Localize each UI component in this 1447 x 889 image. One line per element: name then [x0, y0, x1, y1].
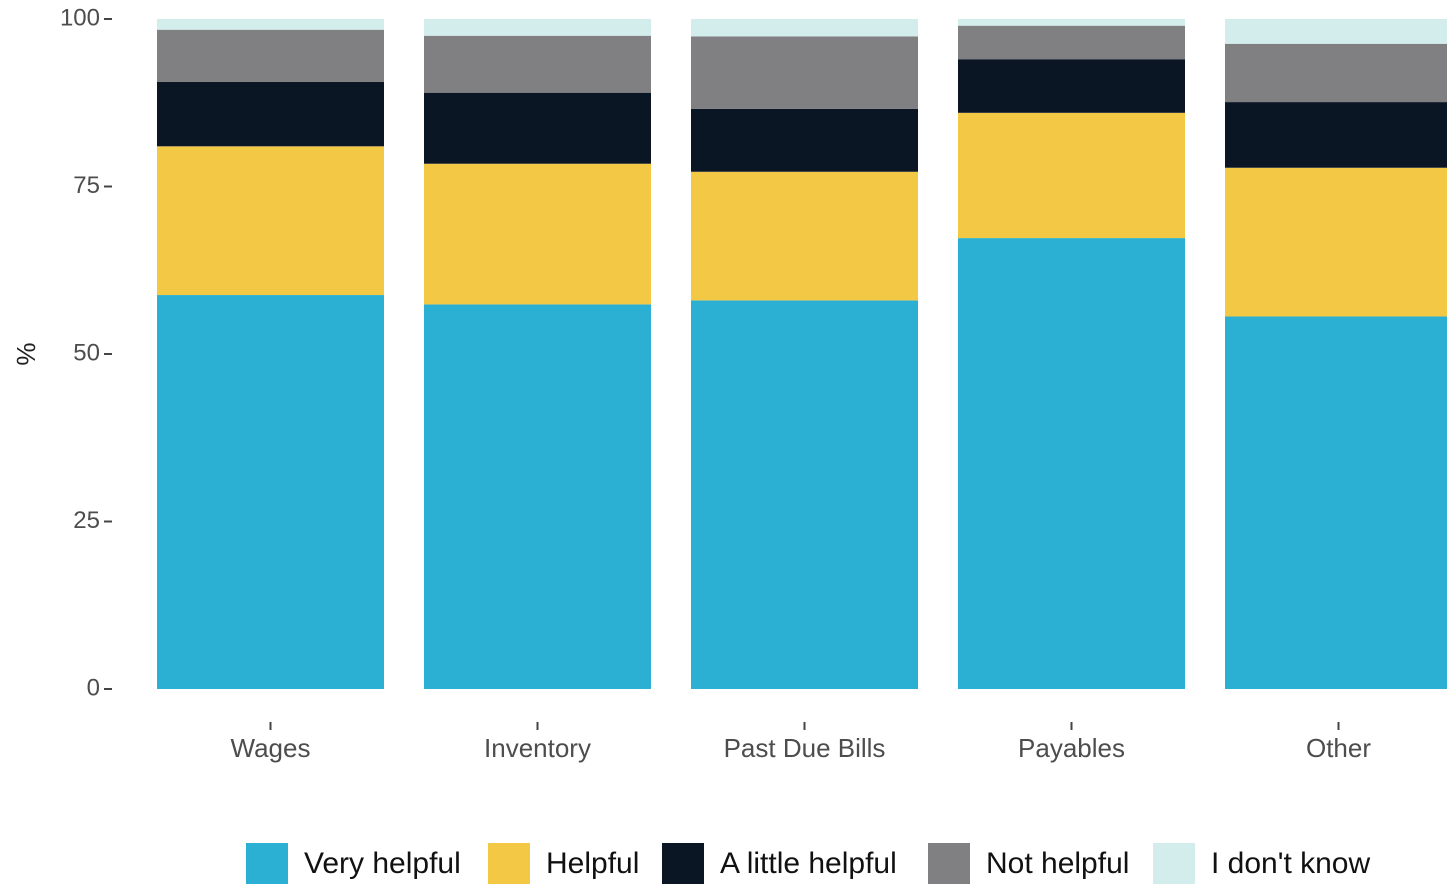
legend-swatch [662, 843, 704, 885]
legend-swatch [246, 843, 288, 885]
x-axis: Wages Inventory Past Due Bills Payables Othe… [231, 722, 1371, 763]
bar-stack-inventory [424, 19, 651, 689]
bar-segment-very-helpful [424, 304, 651, 689]
y-axis-title: % [11, 342, 41, 365]
bar-segment-i-don-t-know [1225, 19, 1447, 44]
bar-segment-i-don-t-know [424, 19, 651, 36]
bar-segment-very-helpful [157, 295, 384, 689]
bar-segment-helpful [691, 171, 918, 301]
legend-item: A little helpful [662, 843, 897, 885]
legend-item: Not helpful [928, 843, 1129, 885]
bar-segment-not-helpful [691, 36, 918, 109]
x-tick-label: Payables [1018, 733, 1125, 763]
bar-segment-not-helpful [157, 29, 384, 82]
bar-segment-not-helpful [1225, 43, 1447, 103]
x-tick-label: Inventory [484, 733, 591, 763]
legend-label: Not helpful [986, 847, 1129, 880]
bar-segment-a-little-helpful [157, 81, 384, 147]
legend-swatch [1153, 843, 1195, 885]
bar-segment-i-don-t-know [157, 19, 384, 30]
bar-segment-helpful [157, 146, 384, 296]
legend-item: Very helpful [246, 843, 461, 885]
legend-swatch [928, 843, 970, 885]
legend-label: Helpful [546, 847, 639, 880]
legend: Very helpful Helpful A little helpful Not h… [246, 843, 1370, 885]
bar-segment-a-little-helpful [958, 59, 1185, 113]
legend-swatch [488, 843, 530, 885]
bar-stack-other [1225, 19, 1447, 689]
bar-segment-not-helpful [958, 25, 1185, 60]
bar-segment-a-little-helpful [1225, 102, 1447, 168]
bar-segment-helpful [424, 163, 651, 305]
bar-stack-past-due-bills [691, 19, 918, 689]
x-tick-label: Other [1306, 733, 1371, 763]
bar-segment-helpful [1225, 167, 1447, 317]
bar-segment-very-helpful [1225, 316, 1447, 689]
y-tick-label: 50 [73, 339, 100, 366]
bar-segment-a-little-helpful [424, 92, 651, 164]
bar-segment-i-don-t-know [958, 19, 1185, 26]
y-axis: 0 25 50 75 100 [60, 4, 112, 701]
legend-item: I don't know [1153, 843, 1370, 885]
bar-segment-very-helpful [691, 300, 918, 689]
y-tick-label: 0 [87, 674, 100, 701]
bars [157, 19, 1447, 689]
bar-stack-payables [958, 19, 1185, 689]
legend-label: Very helpful [304, 847, 461, 880]
legend-label: A little helpful [720, 847, 897, 880]
bar-stack-wages [157, 19, 384, 689]
x-tick-label: Past Due Bills [724, 733, 886, 763]
x-tick-label: Wages [231, 733, 311, 763]
bar-segment-a-little-helpful [691, 108, 918, 172]
bar-segment-i-don-t-know [691, 19, 918, 37]
legend-item: Helpful [488, 843, 639, 885]
bar-segment-helpful [958, 112, 1185, 239]
bar-segment-not-helpful [424, 35, 651, 93]
y-tick-label: 100 [60, 4, 100, 31]
legend-label: I don't know [1211, 847, 1370, 880]
bar-segment-very-helpful [958, 238, 1185, 689]
y-tick-label: 75 [73, 172, 100, 199]
y-tick-label: 25 [73, 507, 100, 534]
